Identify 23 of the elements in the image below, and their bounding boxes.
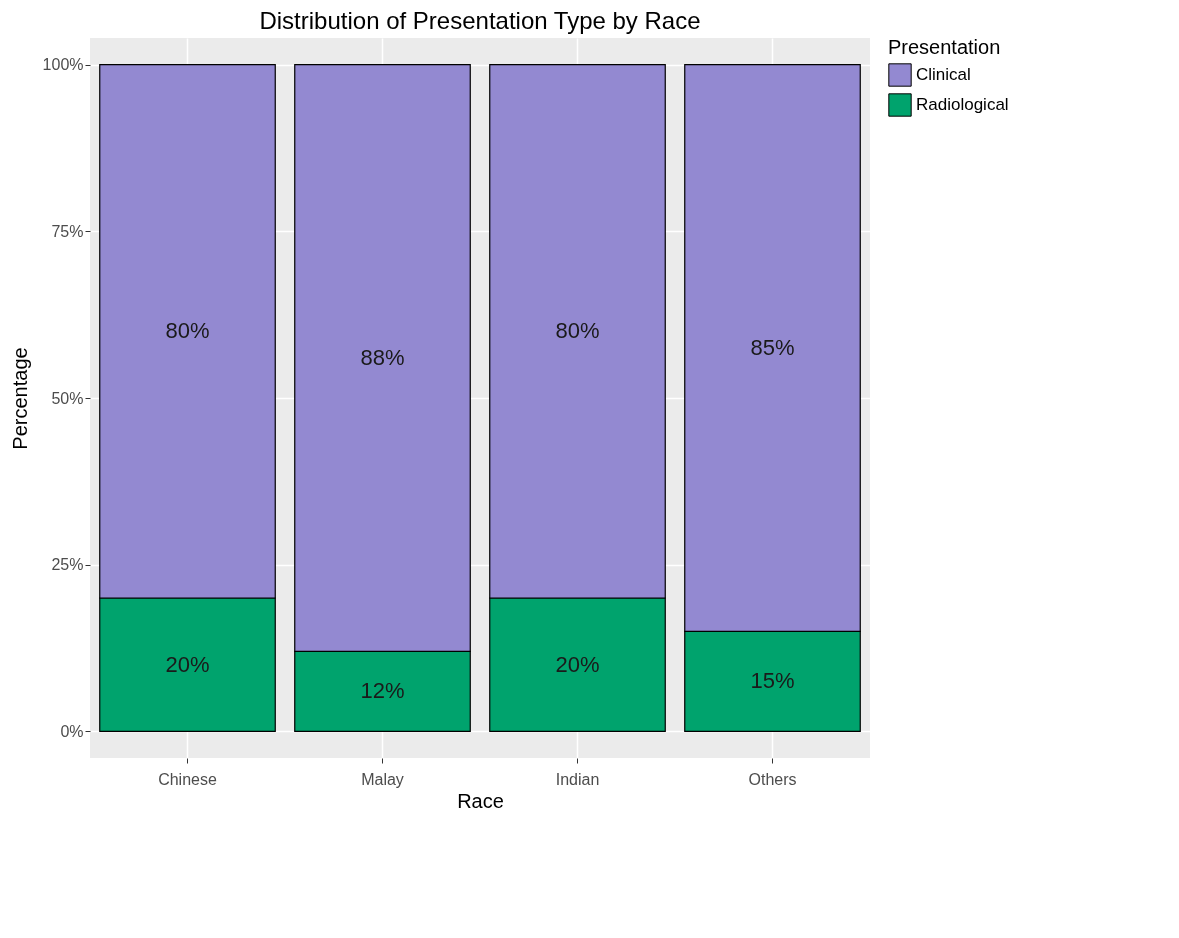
chart-title: Distribution of Presentation Type by Race — [259, 7, 701, 34]
y-axis-title: Percentage — [8, 347, 31, 450]
x-tick-label: Indian — [555, 770, 600, 788]
legend-label: Clinical — [916, 65, 971, 84]
y-tick-label: 25% — [51, 556, 84, 574]
legend-title: Presentation — [888, 36, 1001, 58]
y-tick-label: 50% — [51, 389, 84, 407]
x-tick-label: Chinese — [158, 770, 217, 788]
data-label: 20% — [555, 651, 600, 677]
x-tick-label: Others — [748, 770, 797, 788]
legend-label: Radiological — [916, 95, 1009, 114]
x-axis-title: Race — [457, 789, 504, 812]
data-label: 15% — [750, 668, 795, 694]
data-label: 80% — [165, 318, 210, 344]
data-label: 80% — [555, 318, 600, 344]
data-label: 88% — [360, 345, 405, 370]
y-tick-label: 0% — [60, 722, 84, 740]
y-tick-label: 100% — [42, 56, 84, 74]
data-label: 12% — [360, 678, 405, 704]
data-label: 20% — [165, 651, 210, 677]
x-tick-label: Malay — [361, 770, 404, 788]
data-label: 85% — [750, 335, 795, 360]
y-tick-label: 75% — [51, 222, 84, 240]
